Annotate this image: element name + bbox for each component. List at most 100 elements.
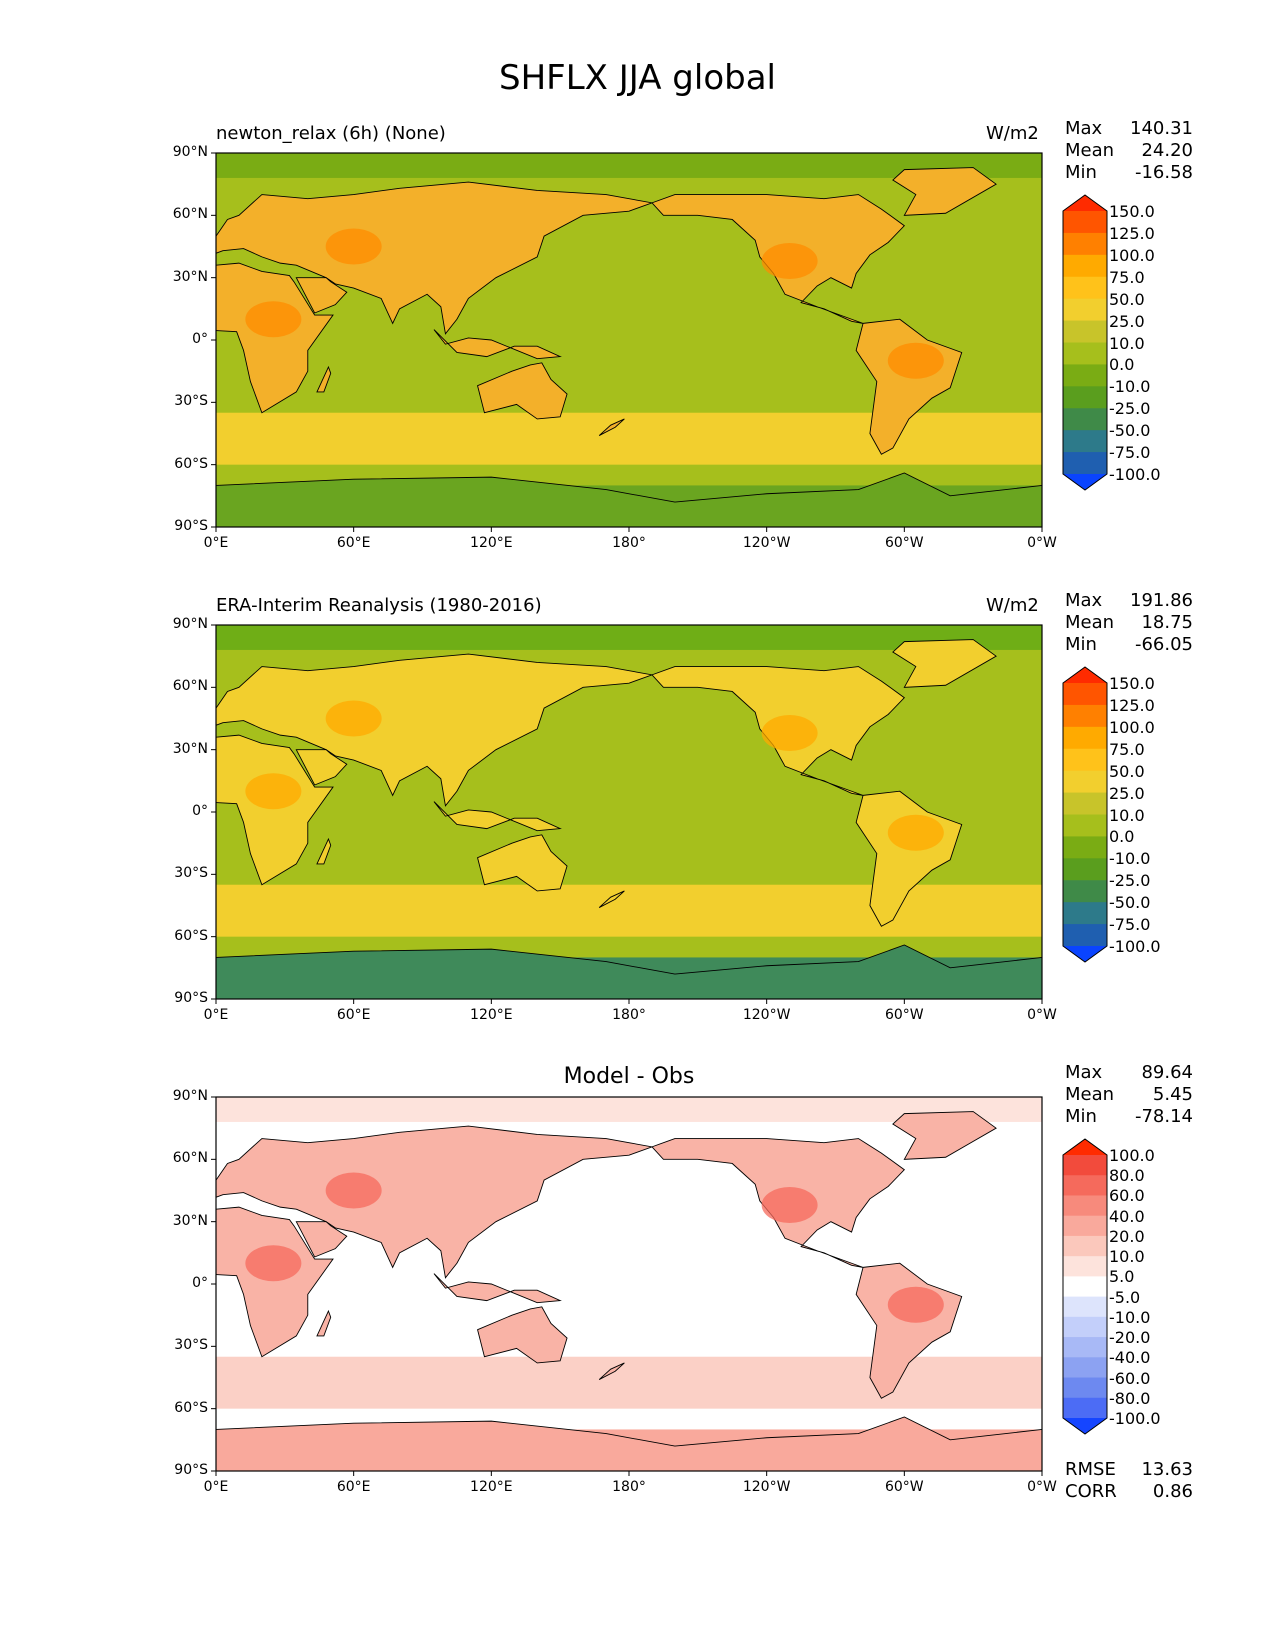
colorbar-tick-label: 60.0 bbox=[1109, 1186, 1145, 1206]
x-tick-label: 0°E bbox=[203, 1479, 229, 1495]
continent-madagascar bbox=[316, 837, 332, 865]
colorbar-segment bbox=[1063, 880, 1107, 903]
stat-value: 89.64 bbox=[1141, 1062, 1193, 1083]
colorbar-outline bbox=[1062, 666, 1108, 963]
colorbar-tick-label: -80.0 bbox=[1109, 1388, 1151, 1408]
colorbar-tick-label: -10.0 bbox=[1109, 377, 1151, 397]
colorbar-segment bbox=[1063, 1377, 1107, 1399]
units-label: W/m2 bbox=[986, 123, 1039, 144]
heatmap-field bbox=[216, 1097, 1042, 1471]
colorbar-tick-label: 0.0 bbox=[1109, 355, 1135, 375]
y-tick-label: 60°S bbox=[174, 455, 208, 472]
continent-arabia bbox=[295, 277, 348, 314]
stat-value: 0.86 bbox=[1152, 1481, 1193, 1502]
y-tick-label: 30°S bbox=[174, 393, 208, 410]
stat-value: -78.14 bbox=[1134, 1106, 1193, 1127]
hotspot-north-america-west bbox=[761, 243, 818, 280]
colorbar-segment bbox=[1063, 254, 1107, 278]
stat-min: Min -78.14 bbox=[1065, 1106, 1193, 1127]
x-tick-label: 0°W bbox=[1027, 535, 1057, 551]
colorbar-segment bbox=[1063, 364, 1107, 387]
colorbar-tick-label: 100.0 bbox=[1109, 717, 1155, 737]
y-tick-label: 0° bbox=[192, 803, 208, 819]
continent-australia bbox=[477, 834, 568, 892]
stat-label: Mean bbox=[1065, 1084, 1115, 1105]
x-tick-label: 120°E bbox=[470, 535, 513, 551]
colorbar-segment bbox=[1063, 1397, 1107, 1419]
continent-eurasia bbox=[216, 181, 654, 335]
stat-value: 24.20 bbox=[1141, 140, 1193, 161]
colorbar-segment bbox=[1063, 276, 1107, 300]
colorbar bbox=[1062, 666, 1108, 963]
colorbar-tick-label: -75.0 bbox=[1109, 915, 1151, 935]
x-tick-label: 120°E bbox=[470, 1479, 513, 1495]
stat-rmse: RMSE 13.63 bbox=[1065, 1459, 1193, 1480]
colorbar-segment bbox=[1063, 770, 1107, 794]
colorbar-segment bbox=[1063, 1337, 1107, 1358]
colorbar-outline bbox=[1062, 194, 1108, 491]
continent-greenland bbox=[892, 167, 997, 216]
colorbar-tick-label: 150.0 bbox=[1109, 202, 1155, 221]
southern-ocean-band bbox=[216, 412, 1042, 465]
colorbar-tick-label: -60.0 bbox=[1109, 1368, 1151, 1388]
continent-new-zealand bbox=[598, 1362, 625, 1380]
hotspot-north-america-west bbox=[761, 1187, 818, 1224]
colorbar-tick-label: -100.0 bbox=[1109, 465, 1161, 484]
colorbar-tick-label: 125.0 bbox=[1109, 223, 1155, 243]
colorbar-tick-label: -50.0 bbox=[1109, 893, 1151, 913]
colorbar-segment bbox=[1063, 1316, 1107, 1338]
colorbar-tick-label: 75.0 bbox=[1109, 739, 1145, 759]
colorbar-min-extension bbox=[1063, 946, 1107, 962]
colorbar-tick-label: 10.0 bbox=[1109, 805, 1145, 825]
colorbar-min-extension bbox=[1063, 474, 1107, 490]
x-tick-label: 180° bbox=[612, 1007, 646, 1023]
panel-title: ERA-Interim Reanalysis (1980-2016) bbox=[216, 595, 542, 616]
colorbar-max-extension bbox=[1063, 195, 1107, 211]
colorbar-tick-label: 20.0 bbox=[1109, 1226, 1145, 1246]
y-tick-label: 90°N bbox=[172, 144, 208, 160]
x-tick-label: 60°W bbox=[884, 1007, 924, 1023]
colorbar-segment bbox=[1063, 320, 1107, 343]
stat-label: RMSE bbox=[1065, 1459, 1116, 1480]
colorbar-tick-label: -25.0 bbox=[1109, 871, 1151, 891]
hotspot-central-asia bbox=[325, 700, 382, 737]
colorbar-segment bbox=[1063, 298, 1107, 322]
colorbar-tick-label: 25.0 bbox=[1109, 311, 1145, 331]
hotspot-north-america-west bbox=[761, 715, 818, 752]
x-tick-label: 120°E bbox=[470, 1007, 513, 1023]
colorbar-tick-label: -75.0 bbox=[1109, 443, 1151, 463]
colorbar-tick-label: -100.0 bbox=[1109, 1409, 1161, 1428]
map-panel-test bbox=[211, 152, 1043, 532]
x-tick-label: 60°E bbox=[336, 1007, 371, 1023]
stat-max: Max 89.64 bbox=[1065, 1062, 1193, 1083]
colorbar-tick-label: 75.0 bbox=[1109, 267, 1145, 287]
colorbar-tick-label: -5.0 bbox=[1109, 1287, 1141, 1307]
stat-value: 13.63 bbox=[1141, 1459, 1193, 1480]
colorbar-outline bbox=[1062, 1138, 1108, 1435]
colorbar-tick-label: -100.0 bbox=[1109, 937, 1161, 956]
x-tick-label: 180° bbox=[612, 1479, 646, 1495]
colorbar-segment bbox=[1063, 1357, 1107, 1379]
y-tick-label: 90°N bbox=[172, 616, 208, 632]
y-tick-label: 60°N bbox=[172, 206, 208, 223]
continent-eurasia bbox=[216, 1125, 654, 1279]
stat-value: 5.45 bbox=[1152, 1084, 1193, 1105]
continent-arabia bbox=[295, 749, 348, 786]
colorbar-segment bbox=[1063, 748, 1107, 772]
units-label: W/m2 bbox=[986, 595, 1039, 616]
stat-min: Min -66.05 bbox=[1065, 634, 1193, 655]
colorbar-max-extension bbox=[1063, 667, 1107, 683]
stat-label: Mean bbox=[1065, 612, 1115, 633]
y-tick-label: 30°N bbox=[172, 268, 208, 285]
continent-eurasia bbox=[216, 653, 654, 807]
colorbar-segment bbox=[1063, 836, 1107, 859]
stat-label: Min bbox=[1065, 162, 1097, 183]
y-tick-label: 60°S bbox=[174, 927, 208, 944]
map-panel-difference bbox=[211, 1096, 1043, 1476]
colorbar-segment bbox=[1063, 386, 1107, 409]
continent-madagascar bbox=[316, 1309, 332, 1337]
heatmap-field bbox=[216, 153, 1042, 527]
colorbar-tick-label: -25.0 bbox=[1109, 399, 1151, 419]
colorbar-segment bbox=[1063, 232, 1107, 256]
continent-africa bbox=[216, 734, 334, 886]
